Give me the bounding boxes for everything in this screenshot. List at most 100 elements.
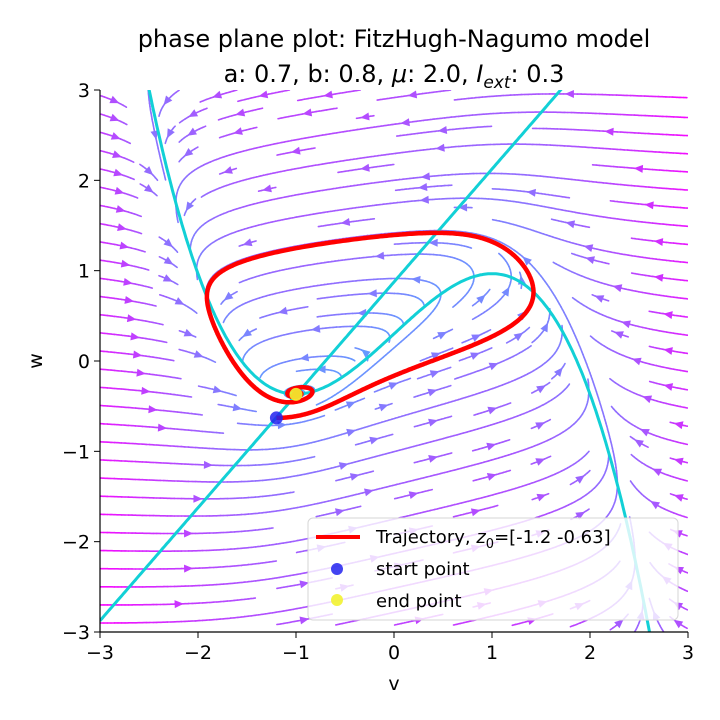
title-mu-value: : 2.0, [407, 60, 476, 88]
streamline-segment [174, 248, 179, 253]
x-tick-label: −1 [282, 642, 310, 664]
streamline-segment [546, 455, 552, 459]
streamline-segment [122, 104, 128, 108]
streamline-arrow [476, 294, 486, 304]
streamline-arrow [299, 616, 310, 625]
streamline-segment [296, 99, 303, 102]
streamline-segment [199, 99, 205, 103]
streamline-arrow [408, 491, 419, 499]
streamline-segment [571, 296, 577, 301]
streamline-segment [220, 300, 224, 305]
streamline-arrow [136, 368, 146, 377]
streamline-segment [546, 381, 551, 386]
streamline-segment [317, 225, 323, 228]
streamline-segment [337, 171, 343, 174]
trajectory-line [204, 230, 536, 421]
streamline-arrow [302, 108, 313, 117]
streamline-arrow [378, 403, 389, 412]
streamline-arrow [113, 168, 124, 177]
streamline-arrow [400, 118, 410, 127]
streamline-arrow [212, 385, 223, 394]
streamline-segment [669, 457, 675, 460]
streamline-arrow [242, 238, 253, 247]
streamline-arrow [435, 143, 445, 152]
streamline-segment [169, 359, 175, 362]
streamline-arrow [673, 494, 684, 502]
legend-end-marker [331, 594, 343, 606]
streamline-arrow [631, 357, 642, 366]
streamline-arrow [299, 353, 310, 362]
streamline-segment [446, 384, 452, 388]
w-nullcline [100, 90, 563, 622]
streamline-segment [376, 98, 382, 101]
streamline-arrow [585, 256, 595, 264]
streamline-arrow [184, 564, 194, 573]
streamline-segment [491, 218, 497, 222]
streamline-segment [316, 315, 322, 318]
streamline-segment [238, 337, 243, 342]
streamline-segment [164, 176, 167, 181]
streamline-segment [498, 252, 503, 257]
streamline-segment [272, 560, 278, 563]
streamline-segment [525, 326, 531, 331]
streamline-arrow [242, 328, 252, 337]
streamline-arrow [420, 172, 431, 181]
streamline-arrow [486, 473, 497, 481]
streamline-arrow [115, 205, 126, 213]
streamline-arrow [349, 473, 360, 481]
streamline-segment [630, 272, 637, 275]
streamline-arrow [535, 422, 546, 430]
streamline-segment [241, 356, 245, 362]
streamline-segment [176, 218, 179, 224]
streamline-arrow [360, 112, 370, 121]
streamline-arrow [471, 334, 481, 342]
streamline-arrow [109, 95, 120, 104]
streamline-arrow [345, 401, 356, 409]
streamline-arrow [183, 328, 194, 337]
streamline-arrow [437, 126, 448, 134]
streamline-arrow [575, 475, 585, 484]
streamline-segment [295, 369, 301, 373]
streamline-arrow [663, 383, 674, 391]
streamline-segment [446, 366, 452, 370]
streamline-segment [158, 112, 161, 117]
end-point [289, 387, 303, 401]
streamline-arrow [193, 350, 204, 358]
streamline-arrow [633, 164, 644, 173]
streamline-segment [259, 373, 263, 379]
streamline-segment [200, 194, 206, 198]
streamline-segment [448, 328, 454, 332]
streamline-arrow [575, 511, 586, 520]
streamline-arrow [235, 108, 246, 117]
streamline-segment [447, 415, 453, 419]
streamline-arrow [278, 306, 288, 315]
streamline-arrow [554, 367, 563, 377]
streamline-arrow [338, 462, 349, 470]
streamline-segment [518, 271, 522, 277]
streamline-segment [178, 120, 184, 124]
streamline-segment [506, 469, 512, 473]
streamline-arrow [132, 350, 143, 359]
streamline-segment [222, 318, 226, 324]
streamline-arrow [650, 501, 660, 510]
streamline-arrow [223, 291, 234, 301]
streamline-arrow [119, 241, 130, 250]
streamline-arrow [340, 218, 351, 226]
streamline-segment [356, 505, 362, 509]
streamline-segment [237, 99, 243, 103]
streamline-arrow [428, 238, 438, 247]
streamline-segment [506, 402, 512, 406]
x-tick-label: −3 [86, 642, 114, 664]
x-tick-label: 2 [584, 642, 596, 664]
streamline-segment [486, 288, 491, 293]
streamline-segment [316, 297, 322, 300]
streamline-arrow [458, 203, 468, 212]
streamline-segment [218, 135, 224, 139]
streamline-segment [289, 491, 295, 494]
streamline-segment [193, 310, 198, 315]
streamline-arrow [369, 436, 379, 445]
streamline-arrow [109, 113, 120, 122]
streamline-segment [562, 362, 566, 368]
legend-z-subscript: 0 [486, 537, 494, 552]
streamline-segment [122, 122, 128, 126]
